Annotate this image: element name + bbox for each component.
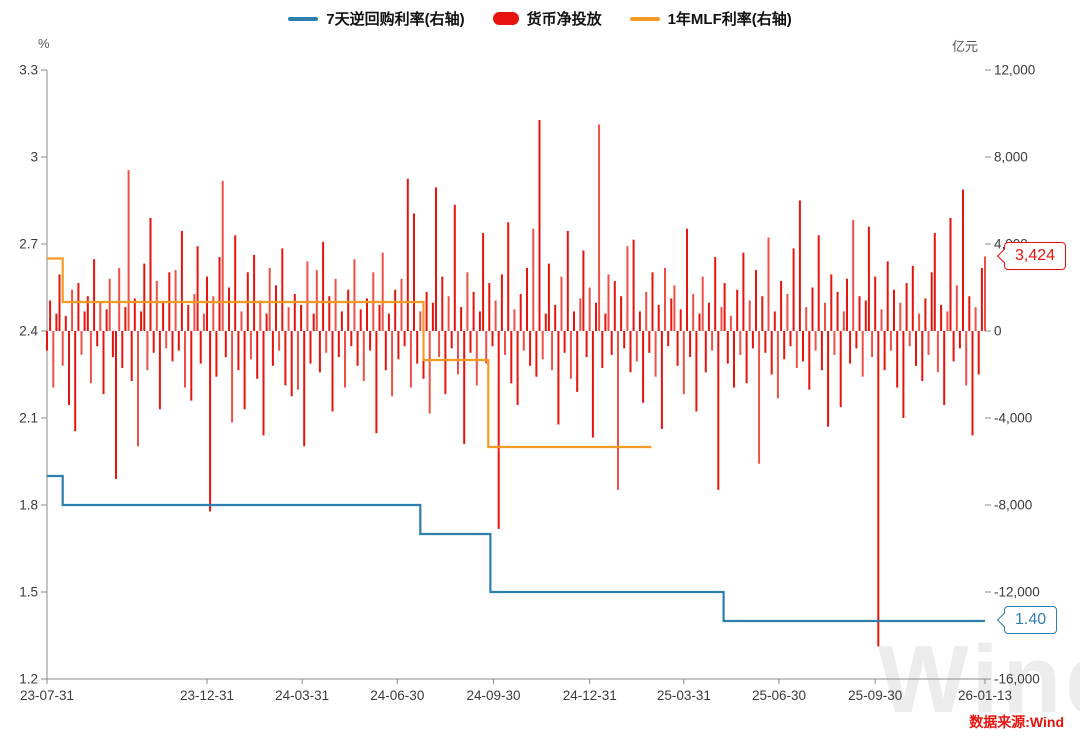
right-axis-unit-label: 亿元	[952, 39, 979, 54]
net-injection-last-value-callout: 3,424	[996, 242, 1067, 271]
x-axis-tick-label: 23-12-31	[180, 688, 234, 703]
left-axis-tick-label: 1.8	[19, 498, 38, 513]
repo-rate-line-swatch	[288, 16, 319, 21]
legend-label-mlf-rate: 1年MLF利率(右轴)	[667, 11, 792, 28]
repo-rate-step-line	[47, 474, 985, 623]
right-axis-tick-label: 8,000	[994, 150, 1028, 165]
x-axis-tick-label: 25-03-31	[657, 688, 711, 703]
axes	[41, 69, 991, 684]
left-axis-tick-label: 3.3	[19, 63, 38, 78]
legend-label-repo-rate: 7天逆回购利率(右轴)	[326, 11, 465, 28]
x-axis-tick-label: 23-07-31	[20, 688, 74, 703]
left-axis-tick-label: 1.5	[19, 585, 38, 600]
legend-item-repo-rate[interactable]: 7天逆回购利率(右轴)	[288, 8, 465, 29]
mlf-rate-line-swatch	[629, 16, 660, 21]
left-axis-tick-label: 3	[30, 150, 38, 165]
left-axis-tick-label: 1.2	[19, 672, 38, 687]
x-axis-tick-label: 24-03-31	[275, 688, 329, 703]
x-axis-tick-label: 25-09-30	[848, 688, 902, 703]
net-injection-bars	[46, 120, 986, 647]
repo-rate-last-value-callout: 1.40	[996, 606, 1058, 635]
right-axis-tick-label: -8,000	[994, 498, 1032, 513]
mlf-rate-step-line	[47, 257, 652, 449]
right-axis-tick-label: -4,000	[994, 411, 1032, 426]
legend-item-net-injection[interactable]: 货币净投放	[492, 8, 602, 29]
legend-item-mlf-rate[interactable]: 1年MLF利率(右轴)	[629, 8, 792, 29]
x-axis-tick-label: 24-09-30	[466, 688, 520, 703]
net-injection-bar-swatch	[492, 12, 519, 25]
chart-legend: 7天逆回购利率(右轴) 货币净投放 1年MLF利率(右轴)	[0, 8, 1080, 29]
left-axis-unit-label: %	[38, 36, 50, 51]
data-source-label: 数据来源:Wind	[969, 714, 1064, 730]
x-axis-tick-label: 26-01-13	[958, 688, 1012, 703]
legend-label-net-injection: 货币净投放	[526, 11, 602, 28]
x-axis-tick-label: 25-06-30	[752, 688, 806, 703]
right-axis-tick-label: -12,000	[994, 585, 1040, 600]
left-axis-tick-label: 2.4	[19, 324, 38, 339]
left-axis-tick-label: 2.7	[19, 237, 38, 252]
right-axis-tick-label: 0	[994, 324, 1002, 339]
repo-rate-last-value: 1.40	[1015, 611, 1047, 628]
right-axis-tick-label: -16,000	[994, 672, 1040, 687]
left-axis-tick-label: 2.1	[19, 411, 38, 426]
right-axis-tick-label: 12,000	[994, 63, 1035, 78]
net-injection-last-value: 3,424	[1015, 247, 1056, 264]
x-axis-tick-label: 24-12-31	[563, 688, 617, 703]
x-axis-tick-label: 24-06-30	[370, 688, 424, 703]
